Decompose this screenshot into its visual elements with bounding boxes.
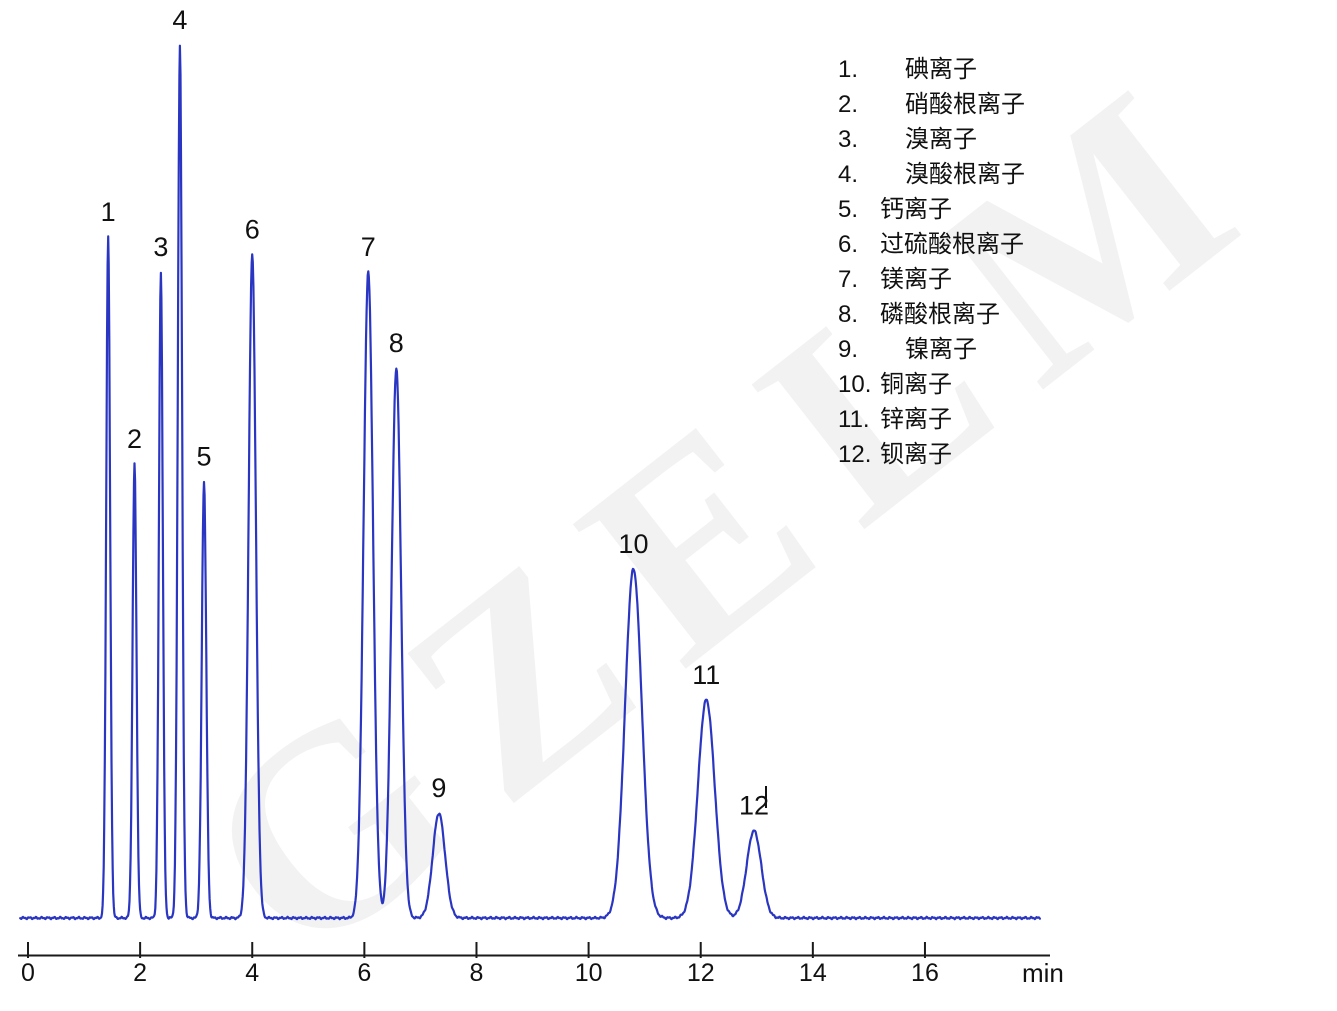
peak-number-label: 11	[692, 660, 720, 690]
peak-number-label: 5	[197, 442, 212, 472]
legend-label: 锌离子	[880, 407, 952, 433]
legend-item: 3. 溴离子	[838, 122, 1025, 157]
legend-number: 7.	[838, 266, 859, 293]
legend-label: 过硫酸根离子	[880, 232, 1024, 258]
legend-item: 12. 钡离子	[838, 437, 1025, 472]
legend-label: 镍离子	[905, 337, 977, 363]
legend-label: 硝酸根离子	[905, 92, 1025, 118]
legend-item: 9. 镍离子	[838, 332, 1025, 367]
legend-label: 镁离子	[880, 267, 952, 293]
legend-label: 钡离子	[880, 442, 952, 468]
legend-label: 溴酸根离子	[905, 162, 1025, 188]
x-tick-label: 8	[470, 959, 484, 987]
legend: 1. 碘离子 2. 硝酸根离子 3. 溴离子 4. 溴酸根离子 5. 钙离子 6…	[838, 52, 1025, 472]
peak-number-label: 2	[127, 424, 142, 454]
legend-item: 8. 磷酸根离子	[838, 297, 1025, 332]
x-tick-label: 6	[357, 959, 371, 987]
x-tick-label: 16	[911, 959, 939, 987]
legend-number: 6.	[838, 231, 859, 258]
x-tick-label: 4	[245, 959, 259, 987]
legend-item: 10. 铜离子	[838, 367, 1025, 402]
peak-number-label: 7	[361, 232, 376, 262]
x-tick-label: 0	[21, 959, 35, 987]
peak-number-label: 6	[245, 215, 260, 245]
peak-number-label: 8	[389, 328, 404, 358]
legend-label: 铜离子	[880, 372, 952, 398]
legend-item: 2. 硝酸根离子	[838, 87, 1025, 122]
legend-item: 11. 锌离子	[838, 402, 1025, 437]
x-tick-label: 14	[799, 959, 827, 987]
x-tick-label: 10	[575, 959, 603, 987]
legend-number: 8.	[838, 301, 859, 328]
peak-number-label: 10	[618, 529, 648, 559]
legend-item: 1. 碘离子	[838, 52, 1025, 87]
x-tick-label: 12	[687, 959, 715, 987]
peak-number-label: 12	[739, 791, 769, 821]
legend-item: 4. 溴酸根离子	[838, 157, 1025, 192]
x-tick-label: 2	[133, 959, 147, 987]
legend-number: 11.	[838, 406, 870, 433]
legend-number: 9.	[838, 336, 859, 363]
legend-item: 6. 过硫酸根离子	[838, 227, 1025, 262]
legend-label: 溴离子	[905, 127, 977, 153]
peak-number-label: 9	[431, 773, 446, 803]
legend-number: 10.	[838, 371, 872, 398]
peak-number-label: 4	[172, 5, 187, 35]
peak-number-label: 1	[101, 197, 116, 227]
legend-item: 7. 镁离子	[838, 262, 1025, 297]
legend-label: 碘离子	[905, 57, 977, 83]
legend-label: 磷酸根离子	[880, 302, 1000, 328]
peak-number-label: 3	[153, 232, 168, 262]
legend-number: 12.	[838, 441, 872, 468]
legend-number: 1.	[838, 56, 859, 83]
legend-number: 3.	[838, 126, 859, 153]
legend-number: 4.	[838, 161, 859, 188]
legend-number: 5.	[838, 196, 859, 223]
legend-label: 钙离子	[880, 197, 952, 223]
trace-path	[19, 44, 1041, 921]
legend-item: 5. 钙离子	[838, 192, 1025, 227]
x-axis-unit-label: min	[1022, 958, 1064, 988]
legend-number: 2.	[838, 91, 859, 118]
